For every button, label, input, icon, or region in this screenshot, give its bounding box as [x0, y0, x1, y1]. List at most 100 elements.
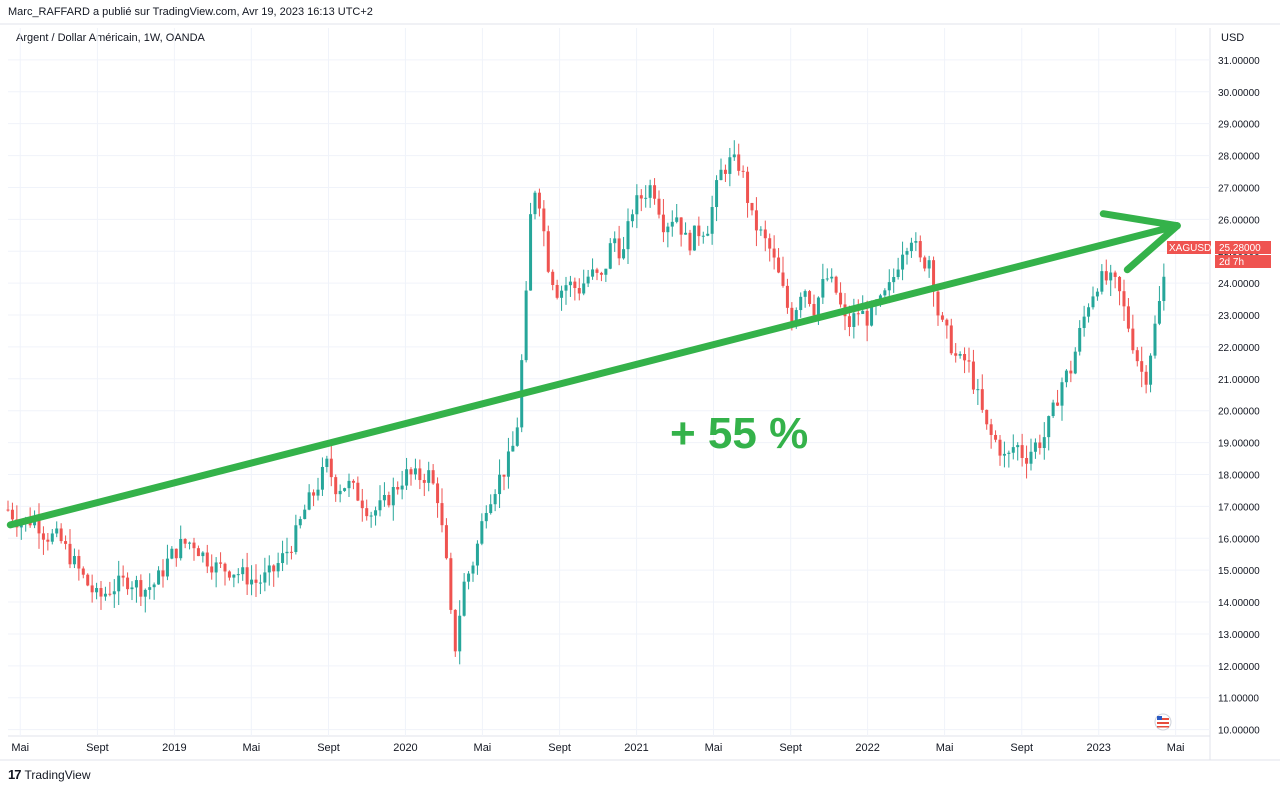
- candle-body: [449, 558, 453, 610]
- y-tick-label: 29.00000: [1218, 120, 1260, 131]
- candle-body: [1144, 371, 1148, 385]
- candle-body: [998, 439, 1002, 456]
- candle-body: [967, 360, 971, 362]
- candle-body: [1025, 457, 1029, 464]
- candle-body: [701, 235, 705, 237]
- candle-body: [1064, 370, 1068, 383]
- candle-body: [1047, 416, 1051, 438]
- candle-body: [493, 494, 497, 505]
- y-tick-label: 21.00000: [1218, 375, 1260, 386]
- candle-body: [236, 574, 240, 576]
- candle-body: [537, 192, 541, 209]
- candle-body: [985, 409, 989, 425]
- candle-body: [374, 510, 378, 516]
- candle-body: [1020, 445, 1024, 458]
- symbol-title[interactable]: Argent / Dollar Américain, 1W, OANDA: [16, 32, 205, 44]
- y-tick-label: 27.00000: [1218, 183, 1260, 194]
- candle-body: [657, 198, 661, 215]
- candle-body: [524, 290, 528, 361]
- candle-body: [444, 525, 448, 559]
- x-tick-label: 2019: [162, 742, 186, 754]
- candle-body: [812, 303, 816, 316]
- candle-body: [684, 232, 688, 235]
- candle-body: [161, 570, 165, 577]
- time-axis[interactable]: Mai Sept 2019 Mai Sept 2020 Mai Sept 2021 Mai Sept…: [11, 742, 1184, 754]
- candle-body: [458, 615, 462, 652]
- candle-body: [382, 494, 386, 501]
- candle-body: [604, 268, 608, 275]
- x-tick-label: 2021: [624, 742, 648, 754]
- candle-body: [622, 249, 626, 259]
- trend-arrow-head-top: [1099, 210, 1181, 230]
- candle-body: [10, 509, 14, 520]
- candle-body: [258, 582, 262, 584]
- candle-body: [41, 533, 45, 540]
- candle-body: [679, 217, 683, 235]
- candle-body: [564, 285, 568, 291]
- candle-body: [241, 567, 245, 575]
- us-flag-icon[interactable]: [1154, 713, 1172, 731]
- candle-body: [777, 257, 781, 273]
- grid-lines: [0, 23, 1280, 761]
- candle-body: [635, 195, 639, 215]
- candle-body: [387, 494, 391, 506]
- y-tick-label: 17.00000: [1218, 502, 1260, 513]
- candle-body: [675, 217, 679, 222]
- candle-body: [72, 556, 76, 565]
- price-axis[interactable]: 31.00000 30.00000 29.00000 28.00000 27.00000…: [1218, 56, 1260, 737]
- candle-body: [719, 169, 723, 181]
- candle-body: [1007, 452, 1011, 454]
- candle-body: [81, 568, 85, 575]
- tradingview-logo-icon: 17: [8, 767, 22, 782]
- candle-body: [77, 556, 81, 569]
- candle-body: [1135, 350, 1139, 362]
- candle-body: [250, 579, 254, 585]
- candle-body: [515, 427, 519, 446]
- candle-body: [90, 585, 94, 593]
- x-tick-label: Mai: [705, 742, 723, 754]
- candle-body: [728, 157, 732, 174]
- x-tick-label: 2020: [393, 742, 417, 754]
- candle-body: [188, 542, 192, 544]
- x-tick-label: Mai: [11, 742, 29, 754]
- candle-body: [861, 310, 865, 314]
- candle-body: [586, 276, 590, 284]
- candle-body: [892, 277, 896, 283]
- candle-body: [856, 313, 860, 315]
- candle-body: [909, 242, 913, 252]
- y-tick-label: 30.00000: [1218, 88, 1260, 99]
- candle-body: [391, 487, 395, 506]
- candle-body: [529, 214, 533, 291]
- candle-body: [462, 581, 466, 616]
- candle-body: [467, 573, 471, 582]
- candle-body: [1029, 451, 1033, 464]
- candle-body: [746, 171, 750, 203]
- tradingview-footer[interactable]: 17 TradingView: [8, 767, 91, 782]
- candle-body: [165, 558, 169, 577]
- candle-body: [940, 315, 944, 320]
- price-tag-countdown: 2d 7h: [1219, 257, 1244, 268]
- candle-body: [905, 251, 909, 255]
- candle-body: [400, 485, 404, 490]
- candle-body: [1149, 355, 1153, 385]
- candle-body: [196, 548, 200, 557]
- candle-body: [267, 565, 271, 573]
- candle-body: [923, 257, 927, 269]
- candle-body: [192, 542, 196, 549]
- candle-body: [715, 180, 719, 208]
- price-tag-price: 25.28000: [1219, 243, 1261, 254]
- candle-body: [272, 565, 276, 572]
- candle-body: [980, 389, 984, 410]
- candle-body: [799, 296, 803, 311]
- y-tick-label: 13.00000: [1218, 630, 1260, 641]
- candle-body: [870, 304, 874, 326]
- candle-body: [1091, 296, 1095, 308]
- x-tick-label: Sept: [548, 742, 571, 754]
- candle-body: [976, 389, 980, 391]
- candle-body: [1082, 316, 1086, 328]
- candle-body: [830, 276, 834, 279]
- x-tick-label: Mai: [1167, 742, 1185, 754]
- candle-body: [413, 468, 417, 475]
